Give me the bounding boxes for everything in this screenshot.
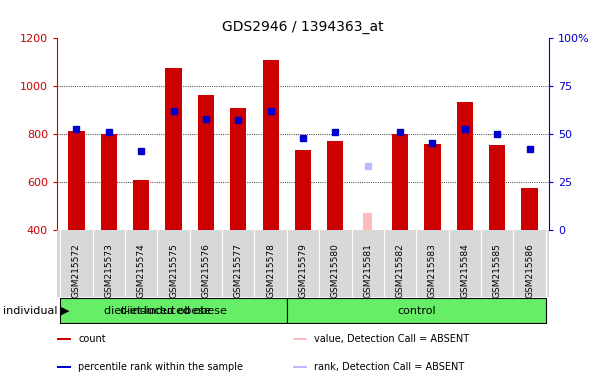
Bar bbox=[293, 338, 307, 340]
Bar bbox=[60, 298, 287, 323]
Title: GDS2946 / 1394363_at: GDS2946 / 1394363_at bbox=[222, 20, 384, 34]
Bar bbox=[68, 131, 85, 230]
Bar bbox=[392, 134, 408, 230]
Bar bbox=[521, 188, 538, 230]
Bar bbox=[489, 145, 505, 230]
Text: percentile rank within the sample: percentile rank within the sample bbox=[78, 362, 243, 372]
Text: control: control bbox=[397, 306, 436, 316]
Bar bbox=[327, 141, 343, 230]
Bar bbox=[263, 60, 279, 230]
Bar bbox=[198, 95, 214, 230]
Text: rank, Detection Call = ABSENT: rank, Detection Call = ABSENT bbox=[314, 362, 464, 372]
Bar bbox=[363, 213, 372, 230]
Bar bbox=[57, 366, 71, 368]
Bar bbox=[424, 144, 440, 230]
Text: diet-induced obese: diet-induced obese bbox=[120, 306, 227, 316]
Bar bbox=[230, 108, 247, 230]
Bar bbox=[287, 298, 546, 323]
Bar bbox=[101, 134, 117, 230]
Bar bbox=[133, 180, 149, 230]
Text: diet-induced obese: diet-induced obese bbox=[104, 306, 211, 316]
Bar bbox=[295, 150, 311, 230]
Text: value, Detection Call = ABSENT: value, Detection Call = ABSENT bbox=[314, 334, 469, 344]
Bar bbox=[166, 68, 182, 230]
Bar bbox=[57, 338, 71, 340]
Text: individual ▶: individual ▶ bbox=[3, 306, 70, 316]
Bar bbox=[457, 103, 473, 230]
Text: count: count bbox=[78, 334, 106, 344]
Bar bbox=[293, 366, 307, 368]
